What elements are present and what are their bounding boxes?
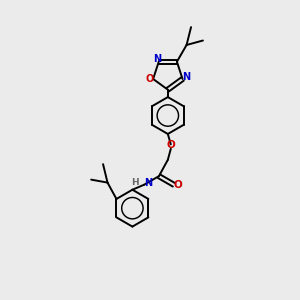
Text: N: N — [182, 73, 190, 82]
Text: N: N — [144, 178, 152, 188]
Text: O: O — [167, 140, 175, 150]
Text: O: O — [174, 180, 182, 190]
Text: H: H — [131, 178, 139, 187]
Text: N: N — [153, 54, 161, 64]
Text: O: O — [145, 74, 153, 84]
